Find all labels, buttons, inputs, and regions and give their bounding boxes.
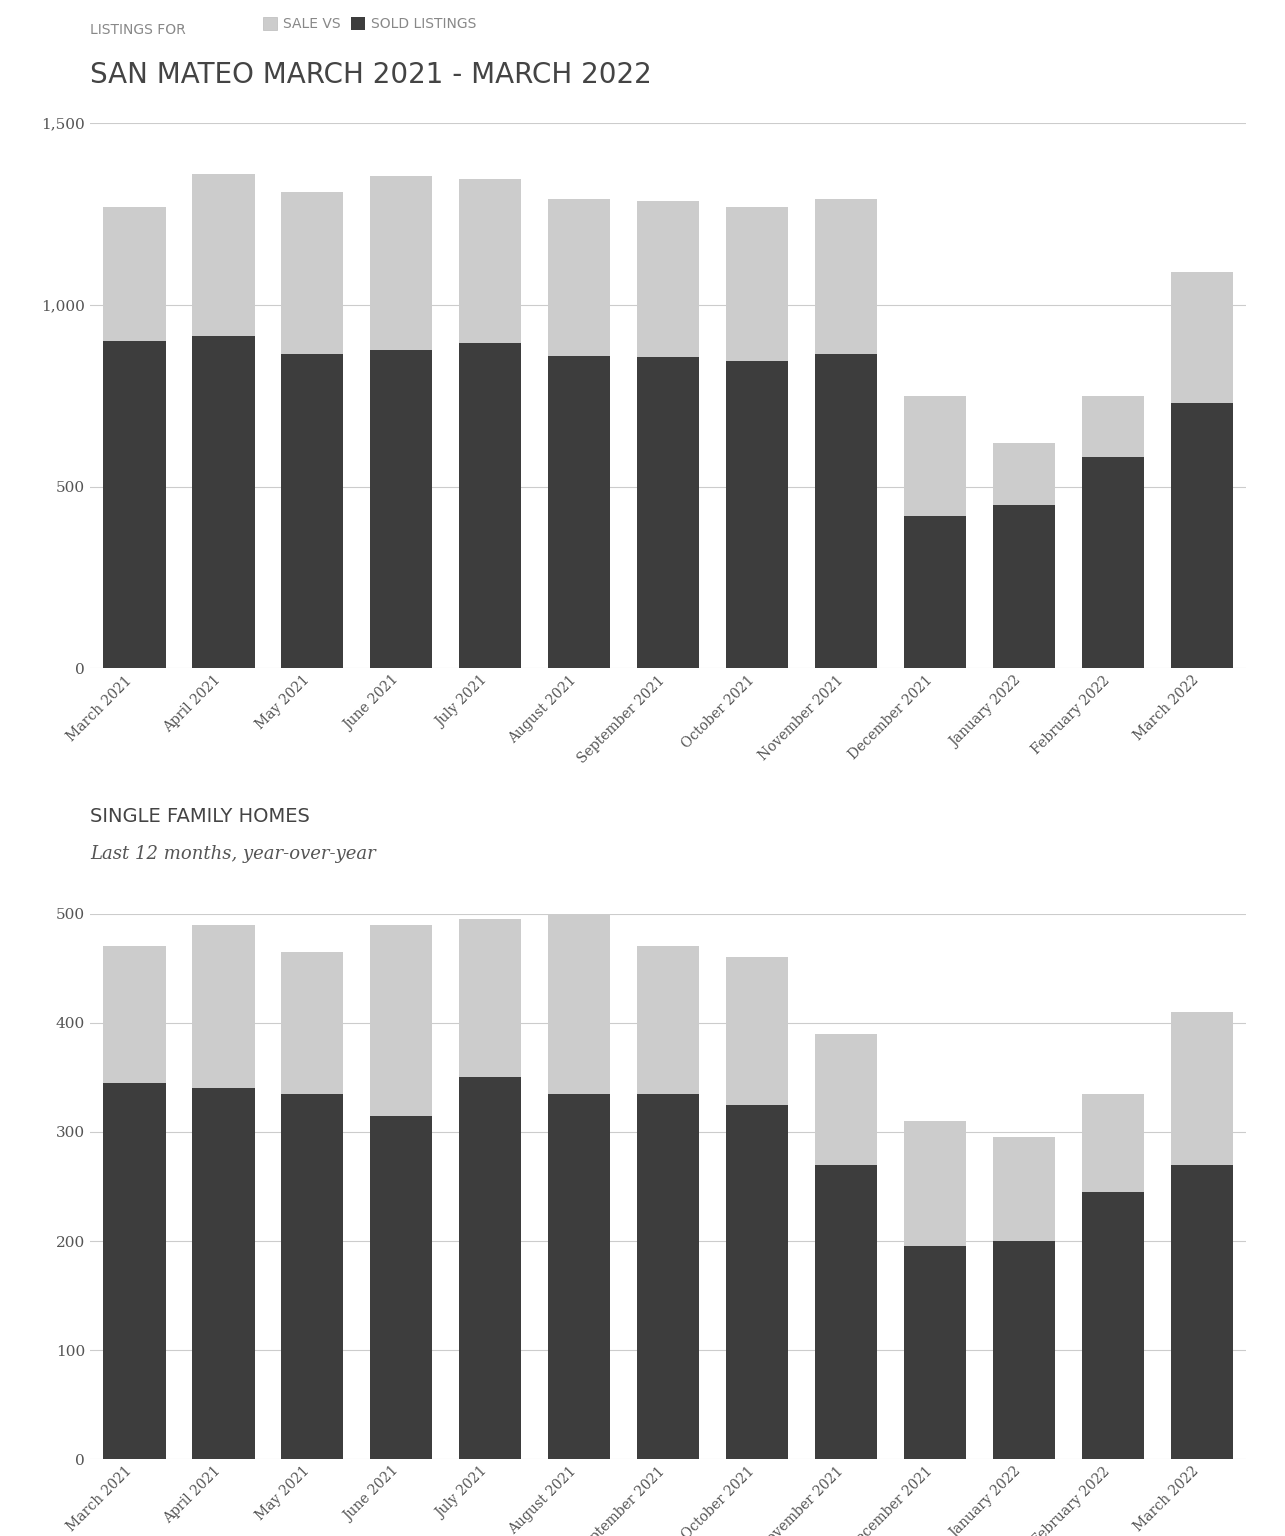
Bar: [281, 952, 343, 1094]
Bar: [1171, 402, 1234, 668]
Bar: [281, 353, 343, 668]
Bar: [193, 335, 254, 668]
Bar: [903, 396, 966, 516]
Bar: [459, 343, 522, 668]
Bar: [459, 180, 522, 343]
Bar: [815, 200, 878, 353]
Bar: [993, 442, 1055, 505]
Bar: [281, 1094, 343, 1459]
Bar: [1171, 1012, 1234, 1164]
Bar: [815, 1164, 878, 1459]
Bar: [193, 925, 254, 1089]
Bar: [993, 1241, 1055, 1459]
Bar: [193, 174, 254, 335]
Text: LISTINGS FOR: LISTINGS FOR: [90, 23, 194, 37]
Bar: [459, 1077, 522, 1459]
Bar: [903, 516, 966, 668]
Bar: [903, 1247, 966, 1459]
Bar: [637, 1094, 699, 1459]
Bar: [726, 1104, 788, 1459]
Text: Last 12 months, year-over-year: Last 12 months, year-over-year: [90, 845, 375, 863]
Bar: [103, 206, 166, 341]
Bar: [549, 200, 610, 356]
Bar: [1171, 272, 1234, 402]
Bar: [815, 353, 878, 668]
Bar: [993, 505, 1055, 668]
Bar: [549, 914, 610, 1094]
Bar: [103, 1083, 166, 1459]
Bar: [637, 358, 699, 668]
Bar: [549, 1094, 610, 1459]
Bar: [1082, 1192, 1144, 1459]
Bar: [726, 957, 788, 1104]
Bar: [1082, 458, 1144, 668]
Bar: [1082, 1094, 1144, 1192]
Bar: [726, 361, 788, 668]
Bar: [1171, 1164, 1234, 1459]
Bar: [549, 356, 610, 668]
Bar: [103, 341, 166, 668]
Bar: [103, 946, 166, 1083]
Bar: [637, 946, 699, 1094]
Bar: [993, 1137, 1055, 1241]
Bar: [1082, 396, 1144, 458]
Bar: [903, 1121, 966, 1247]
Bar: [459, 919, 522, 1077]
Bar: [370, 925, 433, 1115]
Bar: [370, 175, 433, 350]
Bar: [281, 192, 343, 353]
Bar: [815, 1034, 878, 1164]
Bar: [726, 206, 788, 361]
Bar: [193, 1089, 254, 1459]
Bar: [637, 201, 699, 358]
Legend: SALE VS, SOLD LISTINGS: SALE VS, SOLD LISTINGS: [257, 12, 482, 37]
Bar: [370, 1115, 433, 1459]
Bar: [370, 350, 433, 668]
Text: SINGLE FAMILY HOMES: SINGLE FAMILY HOMES: [90, 806, 310, 825]
Text: SAN MATEO MARCH 2021 - MARCH 2022: SAN MATEO MARCH 2021 - MARCH 2022: [90, 61, 651, 89]
